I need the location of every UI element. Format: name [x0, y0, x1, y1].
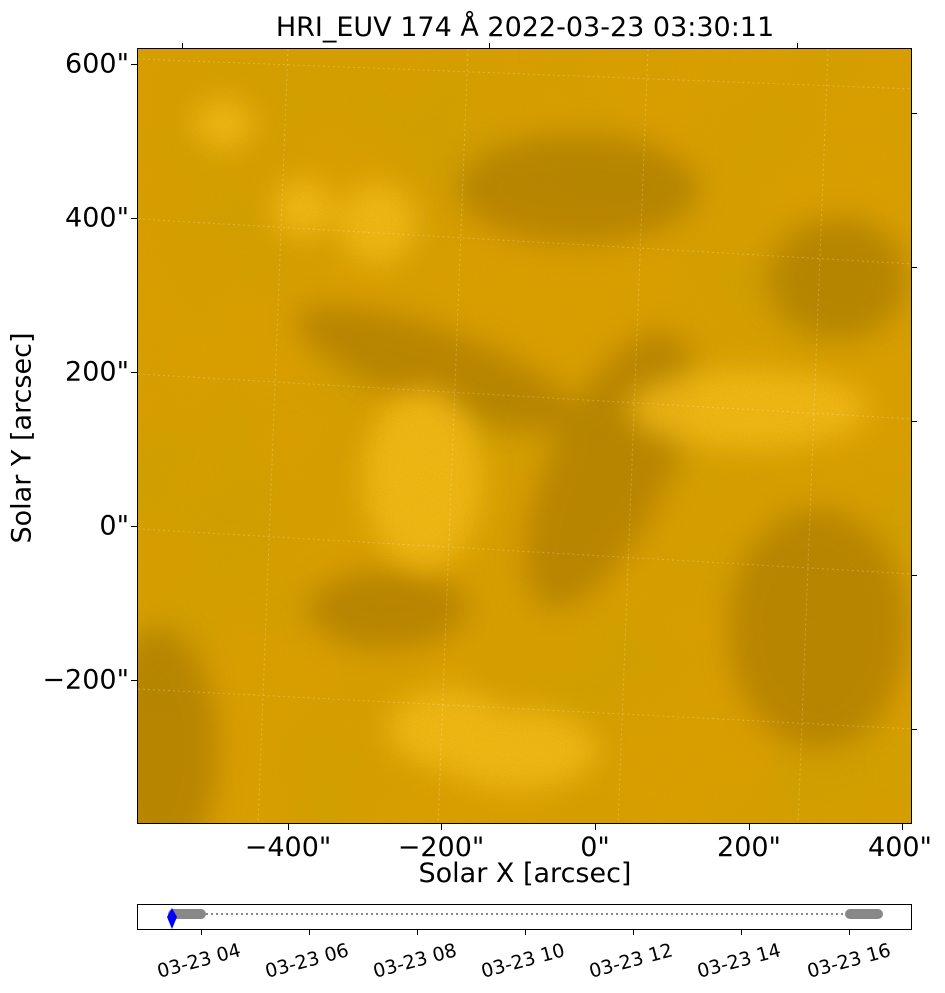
x-tick-label: −400" [244, 832, 332, 863]
timeline-tick-mark [633, 930, 634, 935]
right-tick-mark [912, 575, 917, 576]
x-axis-label: Solar X [arcsec] [418, 858, 632, 889]
x-tick-mark [441, 824, 442, 830]
x-tick-mark [902, 824, 903, 830]
y-axis-label: Solar Y [arcsec] [6, 332, 38, 544]
y-tick-mark [131, 64, 137, 65]
timeline-label: 03-23 14 [694, 939, 784, 983]
timeline-segment-end [845, 909, 883, 919]
observation-timeline[interactable] [137, 904, 912, 930]
top-tick-mark [182, 43, 183, 48]
timeline-label: 03-23 06 [262, 939, 352, 983]
y-tick-label: 0" [99, 510, 129, 542]
y-tick-label: 600" [65, 48, 129, 80]
x-tick-mark [288, 824, 289, 830]
right-tick-mark [912, 267, 917, 268]
y-tick-mark [131, 218, 137, 219]
timeline-label: 03-23 04 [154, 939, 244, 983]
timeline-tick-mark [849, 930, 850, 935]
timeline-tick-mark [525, 930, 526, 935]
timeline-label: 03-23 16 [804, 939, 894, 983]
right-tick-mark [912, 421, 917, 422]
timeline-label: 03-23 10 [478, 939, 568, 983]
y-tick-label: 400" [65, 202, 129, 234]
y-tick-mark [131, 526, 137, 527]
x-tick-label: 400" [868, 832, 932, 863]
y-tick-mark [131, 680, 137, 681]
timeline-label: 03-23 12 [586, 939, 676, 983]
current-time-marker [167, 908, 177, 929]
solar-euv-image [137, 48, 912, 824]
top-tick-mark [489, 43, 490, 48]
x-tick-mark [595, 824, 596, 830]
timeline-tick-mark [741, 930, 742, 935]
x-tick-label: 0" [580, 832, 610, 863]
top-tick-mark [797, 43, 798, 48]
y-tick-label: 200" [65, 356, 129, 388]
timeline-tick-mark [417, 930, 418, 935]
y-tick-label: −200" [42, 664, 129, 696]
timeline-tick-mark [309, 930, 310, 935]
timeline-segment-start [168, 909, 206, 919]
timeline-tick-mark [201, 930, 202, 935]
x-tick-mark [749, 824, 750, 830]
timeline-label: 03-23 08 [370, 939, 460, 983]
x-tick-label: 200" [717, 832, 781, 863]
x-tick-label: −200" [397, 832, 485, 863]
y-tick-mark [131, 372, 137, 373]
plot-title: HRI_EUV 174 Å 2022-03-23 03:30:11 [275, 12, 775, 43]
right-tick-mark [912, 113, 917, 114]
right-tick-mark [912, 729, 917, 730]
